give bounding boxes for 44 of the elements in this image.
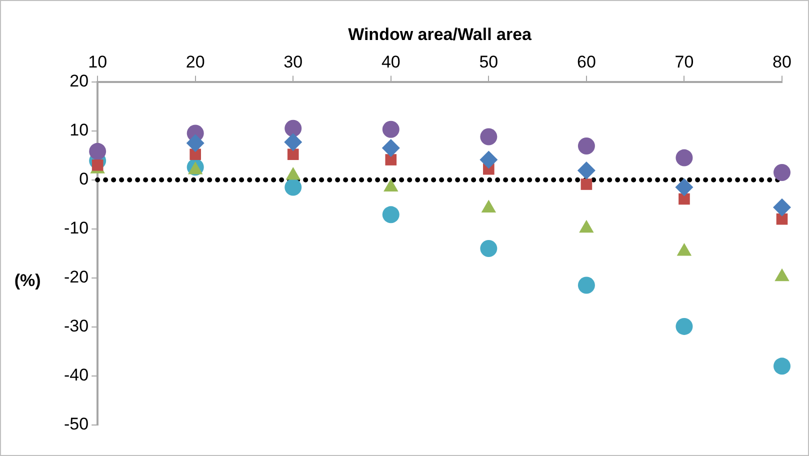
point bbox=[284, 133, 302, 152]
point bbox=[382, 206, 400, 224]
point bbox=[92, 159, 104, 171]
point bbox=[774, 358, 790, 375]
point bbox=[284, 178, 302, 196]
x-tick-label: 70 bbox=[674, 52, 694, 72]
y-tick-label: -40 bbox=[64, 366, 89, 385]
point bbox=[675, 178, 694, 196]
y-tick-label: -20 bbox=[64, 268, 89, 287]
x-tick-label: 20 bbox=[186, 52, 205, 72]
point bbox=[773, 198, 791, 216]
y-axis-title: (%) bbox=[14, 271, 41, 290]
point bbox=[580, 178, 592, 190]
point bbox=[676, 149, 693, 166]
point bbox=[774, 164, 790, 182]
x-tick-label: 40 bbox=[381, 52, 400, 72]
y-tick-label: -50 bbox=[64, 414, 89, 434]
point bbox=[89, 142, 106, 160]
point bbox=[577, 162, 596, 180]
point bbox=[287, 148, 299, 160]
y-tick-label: 10 bbox=[70, 120, 89, 140]
x-tick-label: 80 bbox=[772, 52, 792, 72]
y-tick-label: 20 bbox=[70, 71, 89, 90]
point bbox=[578, 276, 595, 294]
y-tick-label: -30 bbox=[64, 316, 89, 336]
point bbox=[578, 138, 595, 155]
point bbox=[284, 120, 302, 137]
point bbox=[480, 240, 498, 257]
point bbox=[382, 120, 400, 138]
point bbox=[480, 128, 498, 146]
point bbox=[382, 138, 400, 157]
x-tick-label: 50 bbox=[479, 52, 498, 72]
y-tick-label: 0 bbox=[79, 170, 89, 189]
point bbox=[480, 150, 498, 169]
x-axis-title: Window area/Wall area bbox=[348, 24, 532, 44]
x-tick-label: 10 bbox=[88, 52, 108, 72]
point bbox=[385, 154, 397, 166]
point bbox=[186, 134, 204, 152]
x-tick-label: 60 bbox=[576, 52, 596, 72]
point bbox=[190, 148, 202, 160]
point bbox=[678, 193, 690, 205]
y-tick-label: -10 bbox=[64, 218, 89, 238]
x-tick-label: 30 bbox=[284, 52, 303, 72]
point bbox=[676, 318, 693, 335]
